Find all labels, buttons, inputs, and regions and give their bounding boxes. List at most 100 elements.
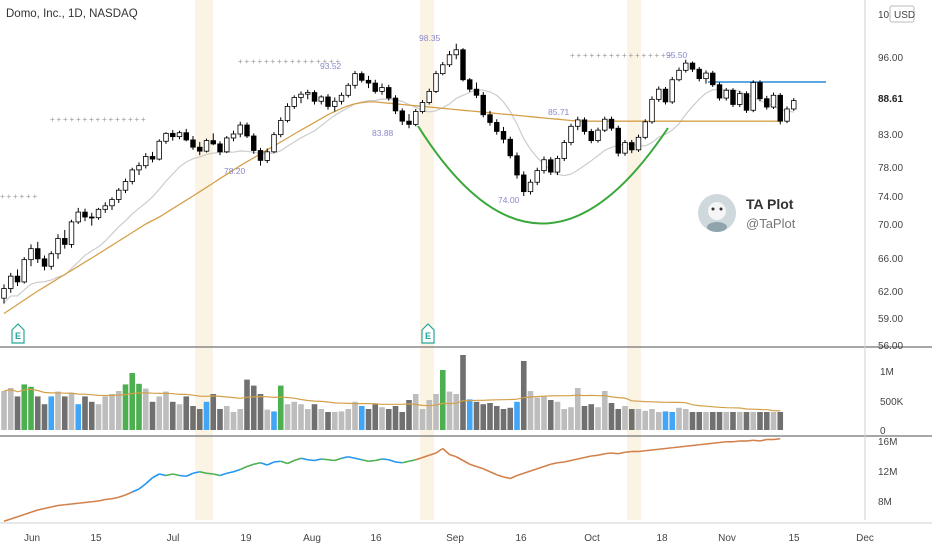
time-axis: Jun 15 Jul 19 Aug 16 Sep 16 Oct 18 Nov 15 Dec — [24, 533, 874, 544]
rs-line-segment — [185, 472, 194, 477]
volume-bar — [426, 400, 433, 430]
candle — [332, 97, 338, 112]
candle — [55, 234, 61, 259]
volume-bar — [82, 396, 88, 430]
resistance-plus-marker: + — [603, 51, 608, 60]
candle-body — [500, 131, 507, 140]
volume-bar — [102, 396, 109, 430]
candle-body — [392, 97, 399, 112]
candle — [318, 95, 324, 105]
volume-bar — [595, 407, 601, 430]
volume-bar — [379, 407, 385, 430]
candle — [338, 92, 345, 105]
candle — [548, 157, 554, 175]
resistance-plus-marker: + — [284, 57, 289, 66]
volume-bar — [284, 404, 291, 430]
candle — [554, 155, 561, 175]
candle-body — [602, 118, 608, 131]
volume-bar — [304, 409, 311, 430]
candle — [757, 80, 763, 102]
candle — [595, 127, 601, 143]
candle-body — [311, 92, 318, 102]
candle-body — [534, 170, 540, 183]
candle-body — [419, 102, 426, 112]
candle-body — [480, 94, 486, 116]
candle-body — [55, 238, 61, 255]
rs-line-segment — [293, 457, 302, 462]
volume-bar — [142, 388, 149, 430]
candle-body — [41, 258, 48, 267]
candle — [521, 171, 527, 196]
resistance-plus-marker: + — [583, 51, 588, 60]
candle-body — [791, 100, 797, 110]
volume-axis: 1M 500K 0 — [880, 367, 904, 437]
volume-bar — [28, 386, 34, 430]
resistance-plus-marker: + — [141, 115, 146, 124]
volume-bar — [500, 409, 507, 430]
earnings-marker-1[interactable]: E — [11, 323, 25, 344]
resistance-plus-marker: + — [57, 115, 62, 124]
rs-line-segment — [536, 465, 545, 470]
candle-body — [318, 96, 324, 102]
candle-body — [372, 82, 378, 92]
volume-bar — [669, 412, 676, 430]
rs-line-segment — [260, 461, 268, 466]
volume-bar — [743, 412, 750, 430]
volume-bar — [318, 409, 325, 430]
rs-panel — [3, 437, 781, 523]
volume-bar — [399, 412, 406, 430]
price-tick-label: 70.00 — [878, 220, 903, 231]
volume-bar — [217, 409, 223, 430]
candle — [325, 94, 331, 110]
resistance-plus-marker: + — [616, 51, 621, 60]
currency-badge[interactable] — [889, 5, 915, 23]
price-tick-label: 88.61 — [878, 94, 903, 105]
volume-bar — [237, 409, 244, 430]
candle-body — [413, 111, 419, 125]
price-tick-label: 56.00 — [878, 341, 903, 352]
rs-line-segment — [570, 458, 578, 462]
volume-bar — [190, 406, 196, 430]
candle — [527, 179, 534, 195]
candle-body — [28, 248, 34, 261]
volume-bar — [622, 406, 628, 430]
rs-line-segment — [334, 457, 342, 462]
candle-body — [575, 119, 581, 127]
candle — [440, 61, 446, 76]
candle — [500, 126, 507, 144]
candle-body — [244, 124, 250, 137]
candle — [116, 188, 122, 203]
candle-body — [14, 275, 21, 283]
volume-bar — [453, 394, 460, 430]
candle — [413, 108, 419, 127]
volume-bar — [122, 384, 129, 430]
candle-body — [615, 127, 621, 154]
candle — [770, 92, 777, 109]
rs-line-segment — [611, 452, 619, 455]
volume-bar — [527, 391, 534, 430]
rs-line-segment — [192, 470, 200, 475]
volume-bar — [628, 409, 635, 430]
resistance-plus-marker: + — [622, 51, 627, 60]
candle — [35, 241, 41, 263]
resistance-plus-marker: + — [336, 57, 341, 66]
rs-line-segment — [131, 488, 140, 493]
highlight-bands — [195, 0, 641, 520]
candle — [649, 96, 655, 124]
volume-bar — [419, 409, 426, 430]
candle-body — [473, 88, 480, 96]
volume-bar — [372, 404, 379, 430]
rs-line-segment — [678, 445, 686, 448]
candle — [453, 43, 459, 60]
earnings-marker-2[interactable]: E — [421, 323, 435, 344]
candle-body — [494, 122, 500, 132]
volume-bar — [115, 391, 122, 430]
candle — [136, 162, 142, 175]
candle — [95, 207, 102, 220]
candle — [278, 117, 284, 138]
cup-pattern-curve — [417, 125, 669, 225]
currency-badge-label: USD — [894, 10, 915, 21]
candle — [82, 208, 88, 222]
resistance-plus-marker: + — [264, 57, 269, 66]
volume-bar — [338, 411, 345, 430]
